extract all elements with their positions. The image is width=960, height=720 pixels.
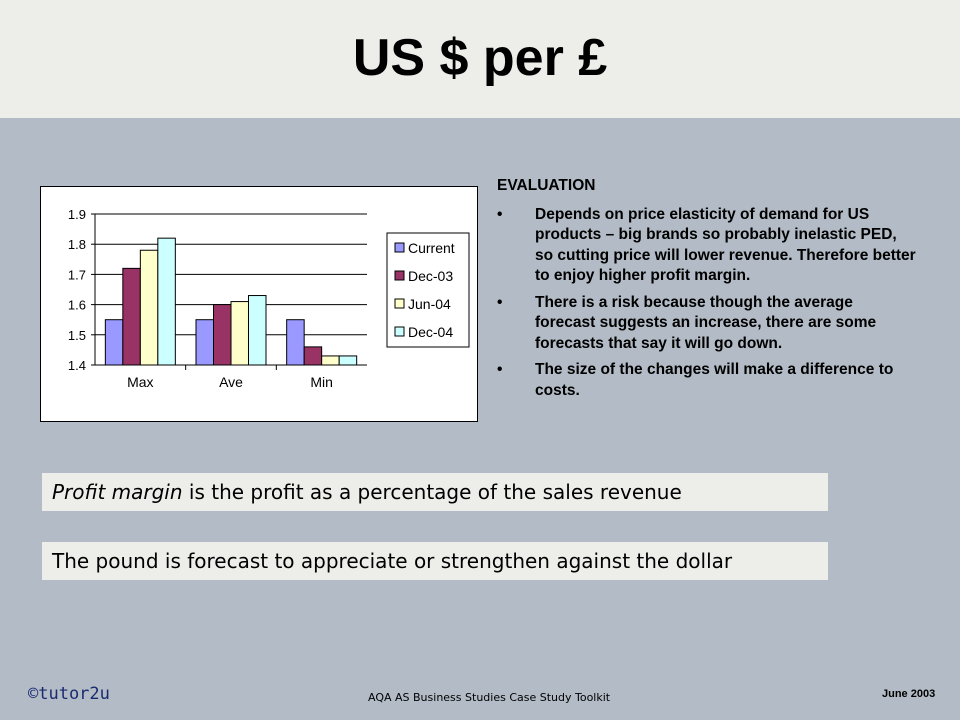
- bar-dec-03: [303, 346, 323, 366]
- legend-swatch: [394, 326, 405, 337]
- y-tick-label: 1.6: [68, 298, 86, 313]
- bar-current: [104, 319, 124, 366]
- bar-dec-03: [213, 304, 232, 366]
- bullet-marker: •: [497, 205, 503, 223]
- bar-jun-04: [230, 301, 249, 366]
- chart-panel: 1.4 1.5 1.6 1.7 1.8 1.9 Max Ave Min Current Dec-03…: [40, 186, 478, 422]
- definition-text: is the profit as a percentage of the sal…: [182, 480, 682, 504]
- profit-margin-definition: Profit margin is the profit as a percent…: [42, 473, 828, 511]
- toolkit-label: AQA AS Business Studies Case Study Toolk…: [368, 691, 611, 704]
- legend-label: Jun-04: [408, 296, 451, 312]
- bar-jun-04: [321, 355, 340, 366]
- legend-swatch: [394, 242, 405, 253]
- evaluation-bullet-text: Depends on price elasticity of demand fo…: [535, 205, 916, 285]
- x-tick-label: Ave: [219, 374, 243, 390]
- y-tick-label: 1.5: [68, 328, 86, 343]
- copyright-label: ©tutor2u: [28, 684, 110, 704]
- forecast-note: The pound is forecast to appreciate or s…: [42, 542, 828, 580]
- bar-current: [286, 319, 305, 366]
- bullet-marker: •: [497, 293, 503, 311]
- evaluation-bullet-text: There is a risk because though the avera…: [535, 293, 877, 352]
- evaluation-bullet: • The size of the changes will make a di…: [497, 360, 917, 401]
- bar-dec-04: [248, 295, 267, 366]
- evaluation-panel: EVALUATION • Depends on price elasticity…: [497, 176, 917, 407]
- bar-current: [195, 319, 214, 366]
- bullet-marker: •: [497, 361, 503, 378]
- legend-label: Dec-03: [408, 268, 453, 284]
- evaluation-bullet-text: The size of the changes will make a diff…: [535, 361, 894, 399]
- y-tick-label: 1.7: [68, 267, 86, 282]
- evaluation-bullet: • Depends on price elasticity of demand …: [497, 205, 917, 287]
- slide-title: US $ per £: [352, 29, 608, 87]
- y-tick-label: 1.9: [68, 207, 86, 222]
- definition-term: Profit margin: [52, 480, 183, 504]
- legend-label: Current: [408, 240, 455, 256]
- bar-dec-03: [122, 267, 141, 366]
- legend-swatch: [394, 298, 405, 309]
- evaluation-bullet: • There is a risk because though the ave…: [497, 293, 917, 355]
- legend-swatch: [394, 270, 405, 281]
- y-tick-label: 1.4: [68, 358, 86, 373]
- evaluation-heading: EVALUATION: [497, 177, 596, 194]
- bar-dec-04: [338, 355, 358, 366]
- bar-jun-04: [139, 249, 159, 366]
- bar-dec-04: [157, 237, 176, 366]
- x-tick-label: Max: [127, 374, 153, 390]
- legend-label: Dec-04: [408, 324, 453, 340]
- footer-date: June 2003: [882, 688, 936, 700]
- x-tick-label: Min: [310, 374, 333, 390]
- title-band: [0, 0, 960, 118]
- bar-chart: 1.4 1.5 1.6 1.7 1.8 1.9 Max Ave Min Current Dec-03…: [68, 207, 470, 390]
- y-tick-label: 1.8: [68, 237, 86, 252]
